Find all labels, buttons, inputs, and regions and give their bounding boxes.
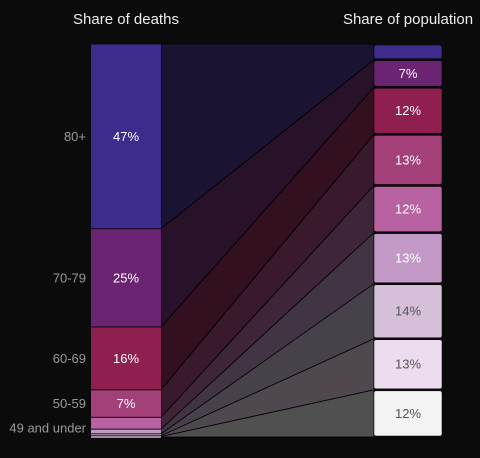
- right-title: Share of population: [343, 11, 473, 28]
- category-label: 70-79: [53, 270, 86, 285]
- stack-segment: [373, 87, 443, 134]
- stack-segment: [373, 186, 443, 232]
- stack-segment: [91, 437, 161, 438]
- value-label: 13%: [395, 152, 421, 167]
- value-label: 25%: [113, 270, 139, 285]
- value-label: 7%: [117, 396, 136, 411]
- value-label: 12%: [395, 103, 421, 118]
- stack-segment: [373, 390, 443, 437]
- stack-segment: [373, 233, 443, 283]
- stack-segment: [373, 284, 443, 339]
- stack-segment: [373, 135, 443, 185]
- stack-segment: [91, 390, 161, 417]
- stack-segment: [91, 327, 161, 390]
- value-label: 14%: [395, 304, 421, 319]
- stack-segment: [373, 339, 443, 390]
- value-label: 13%: [395, 357, 421, 372]
- value-label: 47%: [113, 129, 139, 144]
- value-label: 7%: [399, 66, 418, 81]
- category-label: 80+: [64, 129, 86, 144]
- stack-segment: [91, 417, 161, 429]
- stack-segment: [91, 436, 161, 437]
- stack-segment: [373, 60, 443, 87]
- stack-segment: [373, 44, 443, 59]
- value-label: 12%: [395, 406, 421, 421]
- category-label: 49 and under: [9, 420, 86, 435]
- stack-segment: [91, 434, 161, 436]
- stack-segment: [91, 229, 161, 327]
- stack-segment: [91, 44, 161, 229]
- value-label: 13%: [395, 251, 421, 266]
- left-title: Share of deaths: [73, 11, 179, 28]
- category-label: 50-59: [53, 396, 86, 411]
- value-label: 12%: [395, 201, 421, 216]
- value-label: 16%: [113, 351, 139, 366]
- category-label: 60-69: [53, 351, 86, 366]
- stack-segment: [91, 429, 161, 434]
